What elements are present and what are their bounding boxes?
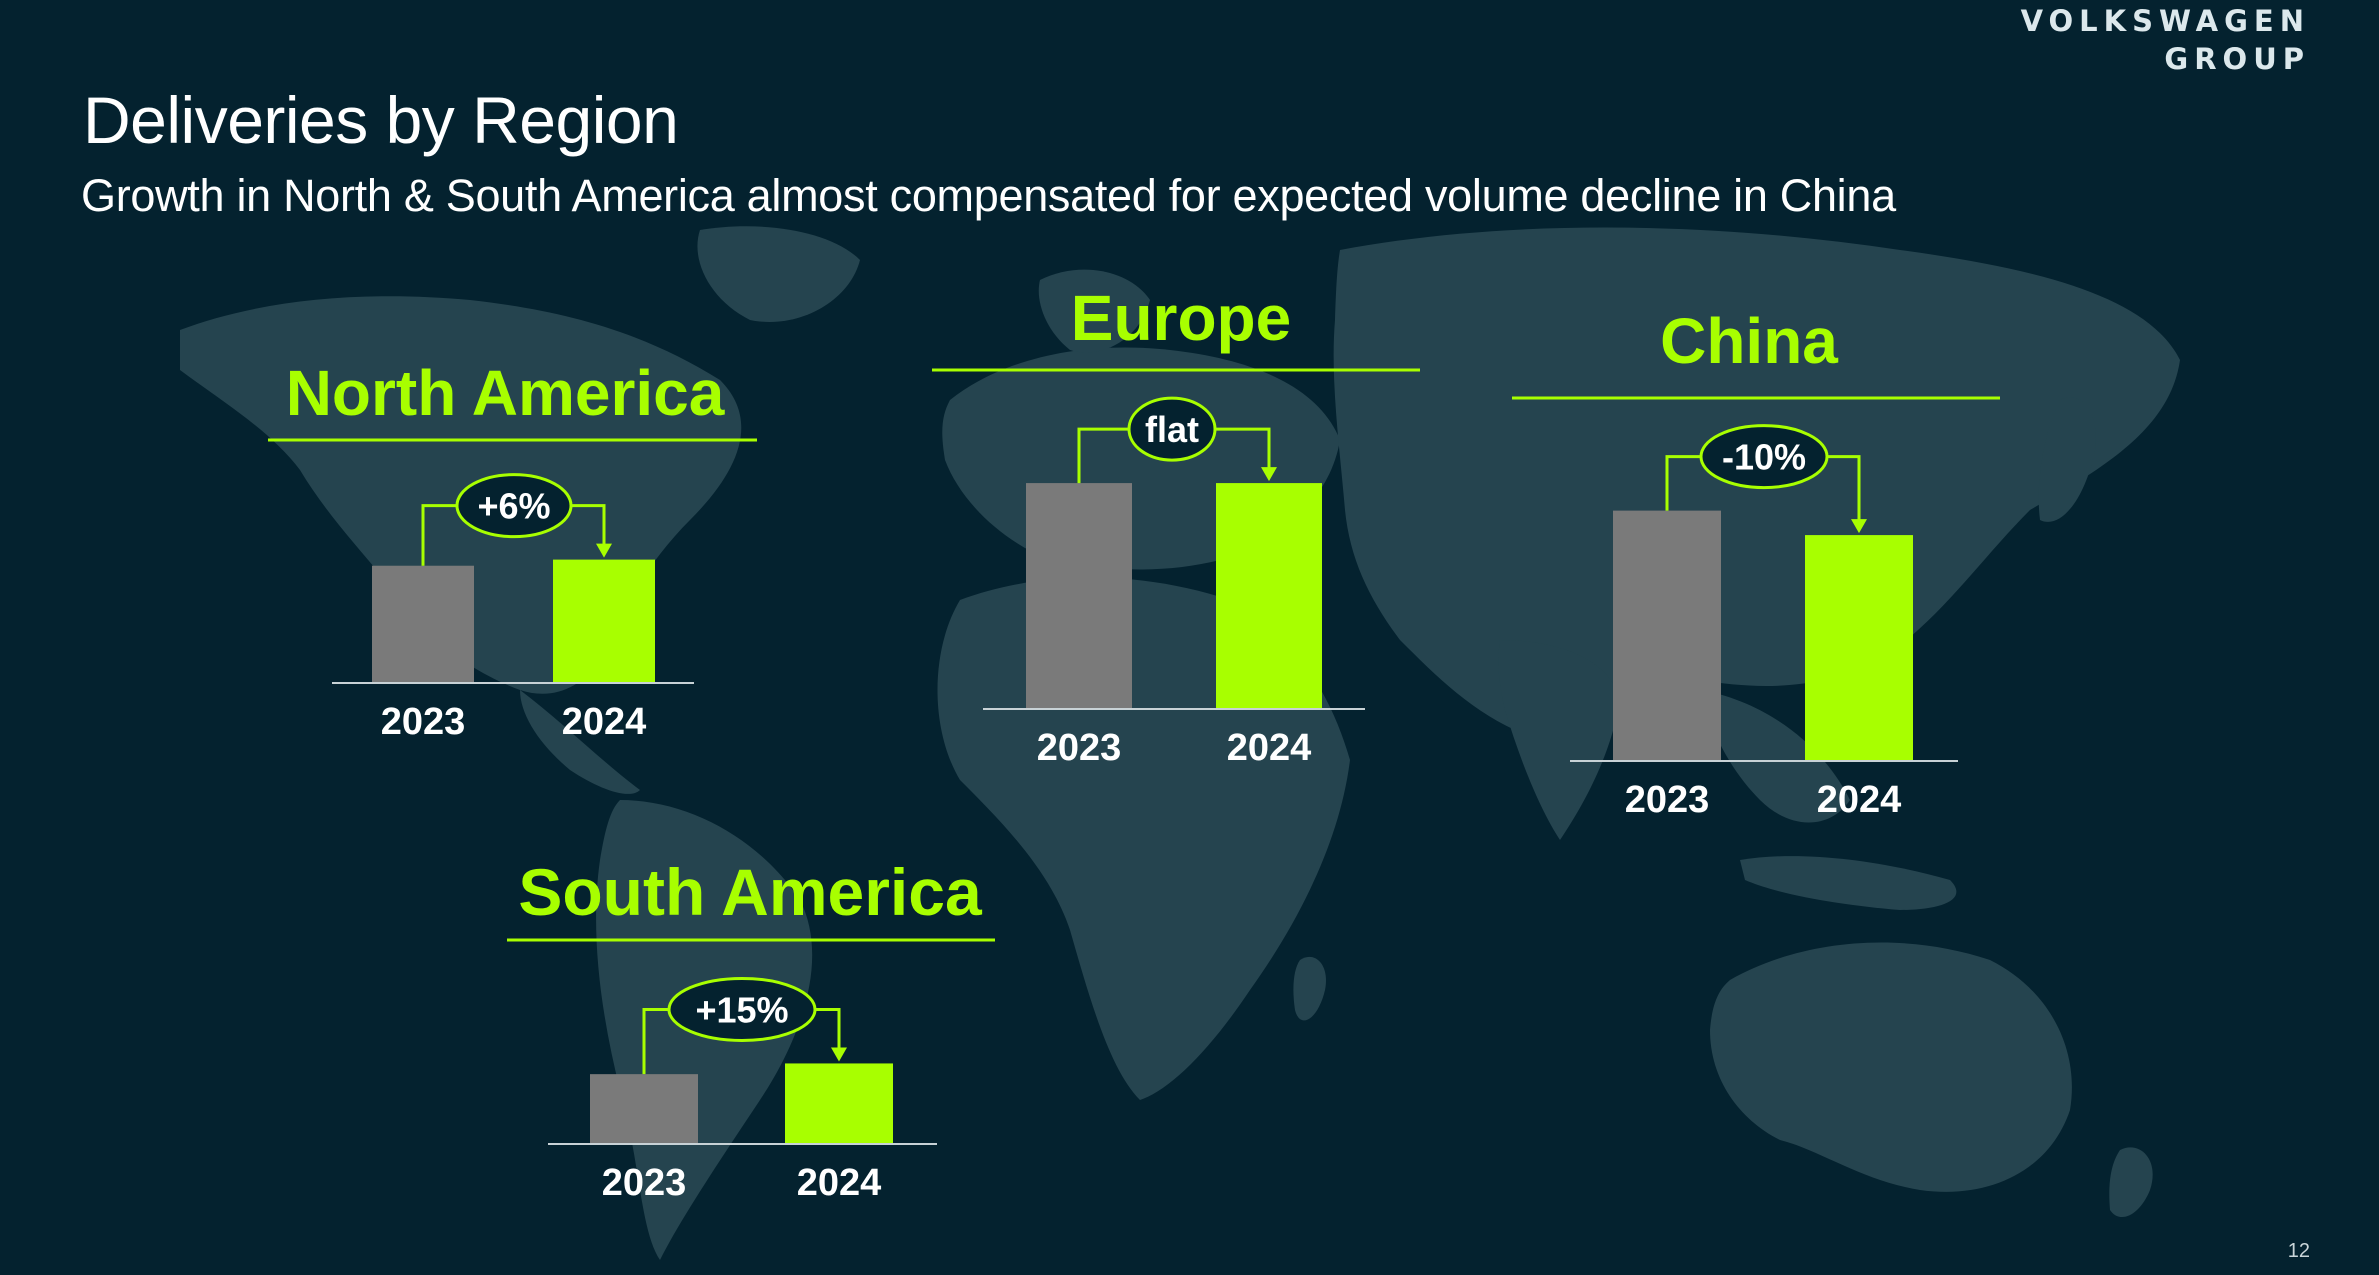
south-america-title: South America [518, 855, 983, 929]
europe-change-connector-right [1215, 427, 1271, 470]
south-america-bar-2023 [590, 1074, 698, 1143]
europe-change-oval [1127, 396, 1217, 462]
china-change-oval [1699, 424, 1829, 490]
china-bar-2024 [1805, 535, 1913, 760]
north-america-change-label: +6% [477, 486, 550, 527]
page-subtitle: Growth in North & South America almost c… [81, 170, 1896, 221]
europe-change-label: flat [1145, 409, 1199, 450]
china-change-label: -10% [1722, 437, 1806, 478]
north-america-chart: North America 2023 2024 +6% [268, 357, 757, 743]
south-america-bar-2024 [785, 1063, 893, 1143]
south-america-change-connector-right [815, 1007, 841, 1050]
europe-bar-2024 [1216, 483, 1322, 708]
europe-title: Europe [1071, 282, 1291, 354]
map-india [1498, 640, 1620, 840]
south-america-change-label: +15% [695, 989, 788, 1030]
brand-line-2: GROUP [2164, 42, 2310, 76]
europe-tick-label-2023: 2023 [1037, 727, 1122, 769]
north-america-tick-label-2024: 2024 [562, 701, 647, 743]
north-america-change-arrowhead [596, 543, 612, 558]
europe-bar-2023 [1026, 483, 1132, 708]
china-tick-label-2024: 2024 [1817, 779, 1902, 821]
north-america-title: North America [286, 357, 725, 429]
map-southeast-asia [1700, 690, 1850, 823]
china-bar-2023 [1613, 510, 1721, 760]
south-america-tick-label-2024: 2024 [797, 1162, 882, 1204]
page-title: Deliveries by Region [83, 83, 679, 157]
china-title: China [1660, 305, 1838, 377]
map-madagascar [1293, 956, 1326, 1021]
map-central-america [520, 690, 640, 794]
brand-line-1: VOLKSWAGEN [2020, 4, 2310, 38]
china-chart: China 2023 2024 -10% [1512, 305, 2000, 821]
europe-chart: Europe 2023 2024 flat [932, 282, 1420, 769]
north-america-change-connector-right [571, 504, 606, 546]
south-america-change-arrowhead [831, 1047, 847, 1062]
north-america-tick-label-2023: 2023 [381, 701, 466, 743]
map-new-zealand [2109, 1147, 2153, 1218]
page-number: 12 [2287, 1240, 2310, 1262]
europe-change-arrowhead [1261, 467, 1277, 482]
map-indonesia [1740, 856, 1957, 910]
china-change-connector-right [1827, 455, 1861, 522]
map-japan [2038, 397, 2096, 522]
north-america-change-oval [455, 473, 573, 539]
south-america-tick-label-2023: 2023 [602, 1162, 687, 1204]
volkswagen-group-logo: VOLKSWAGEN GROUP [2021, 2, 2310, 78]
north-america-bar-2023 [372, 565, 474, 682]
south-america-change-oval [667, 976, 817, 1042]
north-america-bar-2024 [553, 559, 655, 682]
south-america-change-connector-left [642, 1007, 669, 1075]
map-scandinavia [1038, 269, 1150, 353]
china-change-connector-left [1665, 455, 1701, 511]
map-australia [1710, 942, 2072, 1192]
north-america-change-connector-left [421, 504, 457, 566]
south-america-chart: South America 2023 2024 +15% [507, 855, 995, 1204]
china-tick-label-2023: 2023 [1625, 779, 1710, 821]
china-change-arrowhead [1851, 519, 1867, 534]
europe-change-connector-left [1077, 427, 1129, 484]
map-greenland [697, 226, 860, 322]
europe-tick-label-2024: 2024 [1227, 727, 1312, 769]
